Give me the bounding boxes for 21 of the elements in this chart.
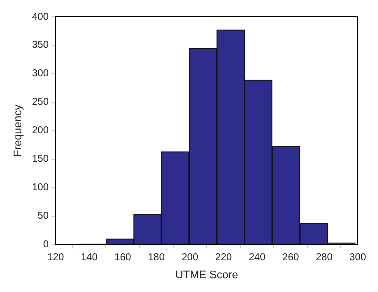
y-tick-label: 300 bbox=[32, 68, 50, 80]
y-tick-label: 0 bbox=[43, 240, 50, 251]
x-tick-label: 180 bbox=[148, 252, 166, 264]
x-tick-label: 200 bbox=[182, 252, 199, 264]
y-tick-label: 400 bbox=[32, 12, 50, 23]
x-axis-title: UTME Score bbox=[175, 269, 238, 282]
y-tick-label: 150 bbox=[32, 154, 50, 166]
x-tick-label: 240 bbox=[248, 252, 266, 264]
x-tick-label: 140 bbox=[81, 252, 98, 264]
y-tick-label: 100 bbox=[32, 182, 50, 194]
y-axis-title: Frequency bbox=[12, 104, 25, 157]
x-tick-label: 280 bbox=[316, 252, 334, 264]
x-tick-label: 220 bbox=[215, 252, 233, 264]
x-tick-label: 160 bbox=[114, 252, 132, 264]
x-tick-label: 120 bbox=[48, 252, 65, 264]
y-tick-label: 50 bbox=[38, 211, 50, 222]
x-tick-label: 260 bbox=[282, 252, 300, 264]
y-tick-label: 350 bbox=[32, 40, 50, 52]
x-tick-label: 300 bbox=[350, 252, 367, 264]
y-tick-label: 200 bbox=[32, 126, 50, 137]
y-tick-label: 250 bbox=[32, 97, 50, 108]
